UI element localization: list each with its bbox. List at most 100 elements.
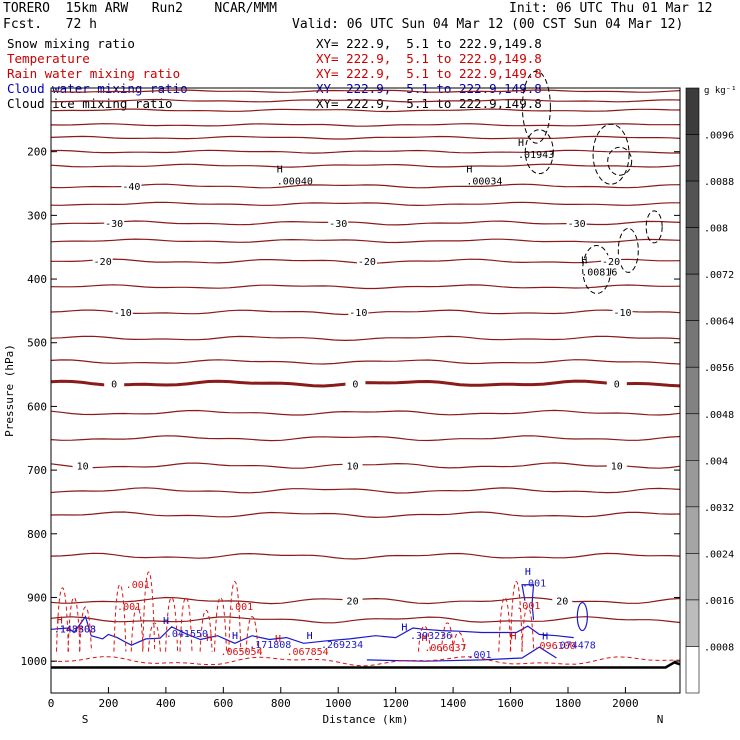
isotherm-label-bg <box>72 459 93 471</box>
endpoint-left: S <box>82 713 89 726</box>
max-marker: H <box>511 632 517 643</box>
colorbar-tick-label: .0024 <box>704 549 734 560</box>
colorbar-tick-label: .008 <box>704 224 728 235</box>
isotherm-label: 0 <box>614 379 620 390</box>
isotherm-label-bg <box>356 255 377 267</box>
colorbar-tick-label: .0016 <box>704 596 734 607</box>
isotherm-label: -30 <box>568 219 586 230</box>
isotherm-line <box>50 435 681 442</box>
x-tick-label: 600 <box>213 697 233 710</box>
plot-frame <box>50 87 681 694</box>
ice-max-value: .00816 <box>581 267 617 278</box>
field-rain-xy: XY= 222.9, 5.1 to 222.9,149.8 <box>316 66 542 81</box>
x-tick-label: 1000 <box>325 697 352 710</box>
isotherm-label: 10 <box>611 462 623 473</box>
terrain-line <box>51 661 681 669</box>
max-marker: H <box>422 633 428 644</box>
isotherm-line <box>50 335 681 342</box>
rain-label: .096100 <box>534 641 576 652</box>
isotherm-line <box>50 616 681 624</box>
cloud-water-contour <box>50 615 574 646</box>
isotherm-label-bg <box>342 459 363 471</box>
colorbar-unit: g kg⁻¹ <box>704 86 737 96</box>
x-tick-label: 200 <box>99 697 119 710</box>
colorbar-swatch <box>685 273 700 321</box>
isotherm-label-bg <box>552 594 573 606</box>
colorbar-swatch <box>685 87 700 135</box>
cloud-ice-contour <box>592 123 630 185</box>
isotherm-line <box>50 108 681 113</box>
ice-max-value: .01943 <box>518 150 554 161</box>
rain-label: .066037 <box>424 643 466 654</box>
y-tick-label: 300 <box>27 209 47 222</box>
isotherm-line <box>50 284 681 290</box>
ice-max-marker: H <box>581 255 587 266</box>
y-tick-label: 400 <box>27 273 47 286</box>
isotherm-label: -10 <box>349 308 367 319</box>
y-tick-label: 900 <box>27 591 47 604</box>
ice-max-value: .00040 <box>277 176 313 187</box>
colorbar-tick-label: .0032 <box>704 503 734 514</box>
max-marker: H <box>525 567 531 578</box>
isotherm-line <box>50 135 681 140</box>
isotherm-label: -30 <box>329 219 347 230</box>
isotherm-label-bg <box>328 217 349 229</box>
x-tick-label: 1400 <box>440 697 467 710</box>
isotherm-label: 10 <box>347 462 359 473</box>
cloud-water-label: .074478 <box>554 640 596 651</box>
cloud-water-label: .001 <box>522 579 546 590</box>
x-tick-label: 1800 <box>555 697 582 710</box>
isotherm-label-bg <box>606 459 627 471</box>
cloud-water-label: .269234 <box>321 640 363 651</box>
colorbar-swatch <box>685 553 700 601</box>
colorbar-tick-label: .0008 <box>704 642 734 653</box>
x-axis-label: Distance (km) <box>322 713 408 726</box>
isotherm--40 <box>50 183 681 189</box>
isotherm-label-bg <box>342 594 363 606</box>
cloud-ice-contour <box>617 227 639 273</box>
cloud-ice-contour <box>645 210 663 244</box>
isotherm-line <box>50 201 680 207</box>
isotherm-label: -30 <box>105 219 123 230</box>
ice-max-marker: H <box>466 164 472 175</box>
isotherm-label: 0 <box>352 379 358 390</box>
x-tick-label: 0 <box>48 697 55 710</box>
colorbar-swatch <box>685 506 700 554</box>
cloud-ice-contour <box>582 245 612 294</box>
x-tick-label: 800 <box>271 697 291 710</box>
isotherm-label: -10 <box>114 308 132 319</box>
isotherm-line <box>50 89 681 93</box>
colorbar-swatch <box>685 413 700 461</box>
isotherm-label-bg <box>104 377 125 389</box>
max-marker: H <box>275 634 281 645</box>
x-tick-label: 1200 <box>382 697 409 710</box>
y-tick-label: 700 <box>27 464 47 477</box>
isotherm-label-bg <box>104 217 125 229</box>
isotherm-label: -20 <box>602 257 620 268</box>
ice-max-marker: H <box>277 164 283 175</box>
isotherm-line <box>50 359 681 365</box>
ice-max-marker: H <box>518 138 524 149</box>
isotherm-label-bg <box>612 306 633 318</box>
endpoint-right: N <box>657 713 664 726</box>
x-tick-label: 1600 <box>497 697 524 710</box>
forecast-hour: Fcst. 72 h <box>3 17 97 32</box>
max-marker: H <box>307 631 313 642</box>
isotherm-label-bg <box>121 180 142 192</box>
isotherm-label-bg <box>348 306 369 318</box>
field-temperature-xy: XY= 222.9, 5.1 to 222.9,149.8 <box>316 51 542 66</box>
cloud-water-tower <box>521 584 535 620</box>
rain-label: .143803 <box>54 625 96 636</box>
isotherm-line <box>51 149 680 154</box>
rain-label: .001 <box>126 580 150 591</box>
valid-time: Valid: 06 UTC Sun 04 Mar 12 (00 CST Sun … <box>292 17 684 32</box>
rain-label: .001 <box>117 602 141 613</box>
colorbar-tick-label: .0064 <box>704 317 734 328</box>
cloud-water-label: .171808 <box>249 640 291 651</box>
rain-water-contours <box>56 571 535 652</box>
max-marker: H <box>206 633 212 644</box>
isotherm-label: -20 <box>358 257 376 268</box>
max-marker: H <box>232 631 238 642</box>
max-marker: H <box>401 623 407 634</box>
max-marker: H <box>163 616 169 627</box>
